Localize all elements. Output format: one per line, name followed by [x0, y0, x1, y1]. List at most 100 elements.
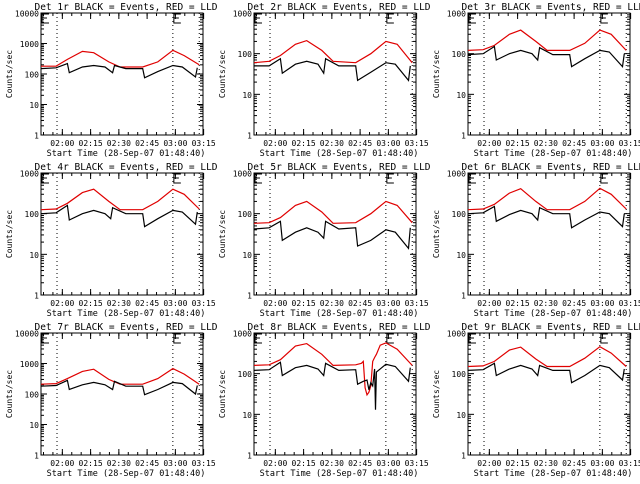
x-tick-label: 02:15 [292, 139, 316, 148]
panel-title: Det 3r BLACK = Events, RED = LLD [461, 2, 640, 13]
x-tick-label: 02:45 [135, 299, 159, 308]
x-tick-label: 02:30 [320, 139, 344, 148]
plot-frame [40, 12, 204, 136]
lld-series-line [253, 39, 413, 64]
y-tick-label: 100 [25, 71, 40, 80]
x-tick-label: 03:00 [376, 299, 400, 308]
y-tick-label: 1000 [447, 10, 466, 19]
plot-frame [467, 332, 631, 456]
x-tick-label: 03:00 [590, 459, 614, 468]
events-series-line [40, 379, 198, 396]
panel-title: Det 7r BLACK = Events, RED = LLD [34, 322, 217, 333]
y-tick-label: 1 [34, 292, 39, 301]
x-axis-label: Start Time (28-Sep-07 01:48:40) [260, 149, 419, 159]
x-tick-label: 02:00 [263, 139, 287, 148]
x-tick-label: 02:15 [79, 299, 103, 308]
panel-det-7r: Det 7r BLACK = Events, RED = LLD 1 10 100 10… [5, 322, 218, 479]
y-tick-label: 10 [456, 251, 466, 260]
x-tick-label: 03:00 [163, 299, 187, 308]
plot-frame [467, 12, 631, 136]
eclipse-marker [600, 13, 608, 24]
panel-det-6r: Det 6r BLACK = Events, RED = LLD 1 10 100 10… [432, 162, 640, 319]
x-tick-label: 02:15 [506, 299, 530, 308]
panel-title: Det 6r BLACK = Events, RED = LLD [461, 162, 640, 173]
eclipse-marker [254, 333, 262, 344]
panel-title: Det 1r BLACK = Events, RED = LLD [34, 2, 217, 13]
y-tick-label: 10 [456, 411, 466, 420]
x-tick-label: 03:00 [163, 139, 187, 148]
plot-frame [40, 172, 204, 296]
y-tick-label: 1000 [233, 170, 252, 179]
x-tick-label: 02:00 [50, 299, 74, 308]
y-tick-label: 100 [452, 210, 467, 219]
eclipse-marker [173, 173, 181, 184]
plot-frame [253, 332, 417, 456]
x-axis-label: Start Time (28-Sep-07 01:48:40) [260, 469, 419, 479]
x-tick-label: 03:15 [619, 299, 640, 308]
x-tick-label: 02:00 [477, 139, 501, 148]
panel-det-1r: Det 1r BLACK = Events, RED = LLD 1 10 100 10… [5, 2, 218, 159]
y-tick-label: 1000 [233, 10, 252, 19]
x-tick-label: 02:30 [534, 299, 558, 308]
events-series-line [40, 62, 198, 79]
y-tick-label: 1 [34, 132, 39, 141]
eclipse-marker [600, 173, 608, 184]
eclipse-marker [468, 13, 476, 24]
x-tick-label: 02:15 [506, 139, 530, 148]
x-tick-label: 03:15 [192, 299, 216, 308]
events-series-line [467, 362, 625, 384]
eclipse-marker [386, 333, 394, 344]
panel-det-3r: Det 3r BLACK = Events, RED = LLD 1 10 100 10… [432, 2, 640, 159]
x-tick-label: 02:30 [320, 459, 344, 468]
eclipse-marker [386, 13, 394, 24]
x-tick-label: 03:00 [376, 139, 400, 148]
plot-frame [40, 332, 204, 456]
y-tick-label: 10 [29, 101, 39, 110]
y-axis-label: Counts/sec [432, 50, 441, 98]
x-tick-label: 02:45 [348, 299, 372, 308]
y-axis-label: Counts/sec [218, 50, 227, 98]
y-tick-label: 10 [29, 251, 39, 260]
eclipse-marker [41, 13, 49, 24]
y-tick-label: 1 [461, 292, 466, 301]
panel-det-2r: Det 2r BLACK = Events, RED = LLD 1 10 100 10… [218, 2, 431, 159]
y-tick-label: 100 [452, 50, 467, 59]
panel-title: Det 2r BLACK = Events, RED = LLD [247, 2, 430, 13]
panel-title: Det 9r BLACK = Events, RED = LLD [461, 322, 640, 333]
panel-det-5r: Det 5r BLACK = Events, RED = LLD 1 10 100 10… [218, 162, 431, 319]
x-tick-label: 03:15 [619, 459, 640, 468]
x-tick-label: 02:45 [348, 139, 372, 148]
x-tick-label: 02:00 [263, 299, 287, 308]
y-tick-label: 100 [238, 210, 253, 219]
y-tick-label: 10 [242, 91, 252, 100]
y-axis-label: Counts/sec [5, 210, 14, 258]
y-axis-label: Counts/sec [218, 370, 227, 418]
y-tick-label: 10000 [15, 10, 39, 19]
x-tick-label: 02:15 [79, 139, 103, 148]
x-tick-label: 02:45 [562, 139, 586, 148]
x-tick-label: 02:15 [292, 299, 316, 308]
y-tick-label: 100 [238, 370, 253, 379]
x-tick-label: 02:15 [292, 459, 316, 468]
plot-frame [467, 172, 631, 296]
lld-series-line [467, 345, 627, 368]
x-tick-label: 02:00 [477, 299, 501, 308]
y-tick-label: 1000 [447, 170, 466, 179]
x-axis-label: Start Time (28-Sep-07 01:48:40) [47, 149, 206, 159]
x-tick-label: 02:30 [107, 459, 131, 468]
panel-det-8r: Det 8r BLACK = Events, RED = LLD 1 10 100 10… [218, 322, 431, 479]
events-series-line [467, 205, 625, 229]
x-tick-label: 03:15 [405, 139, 429, 148]
y-tick-label: 1 [247, 452, 252, 461]
y-tick-label: 100 [238, 50, 253, 59]
y-axis-label: Counts/sec [432, 370, 441, 418]
x-tick-label: 02:45 [562, 299, 586, 308]
eclipse-marker [41, 173, 49, 184]
y-tick-label: 10 [29, 421, 39, 430]
x-tick-label: 03:00 [590, 139, 614, 148]
panel-det-9r: Det 9r BLACK = Events, RED = LLD 1 10 100 10… [432, 322, 640, 479]
x-tick-label: 03:15 [619, 139, 640, 148]
events-series-line [253, 361, 411, 410]
x-tick-label: 03:00 [163, 459, 187, 468]
